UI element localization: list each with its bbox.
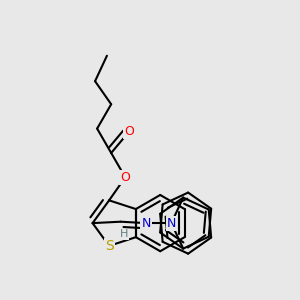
Text: O: O <box>124 125 134 138</box>
Text: N: N <box>141 217 151 230</box>
Text: H: H <box>120 229 129 239</box>
Text: O: O <box>120 171 130 184</box>
Text: S: S <box>105 239 113 253</box>
Text: N: N <box>167 217 176 230</box>
